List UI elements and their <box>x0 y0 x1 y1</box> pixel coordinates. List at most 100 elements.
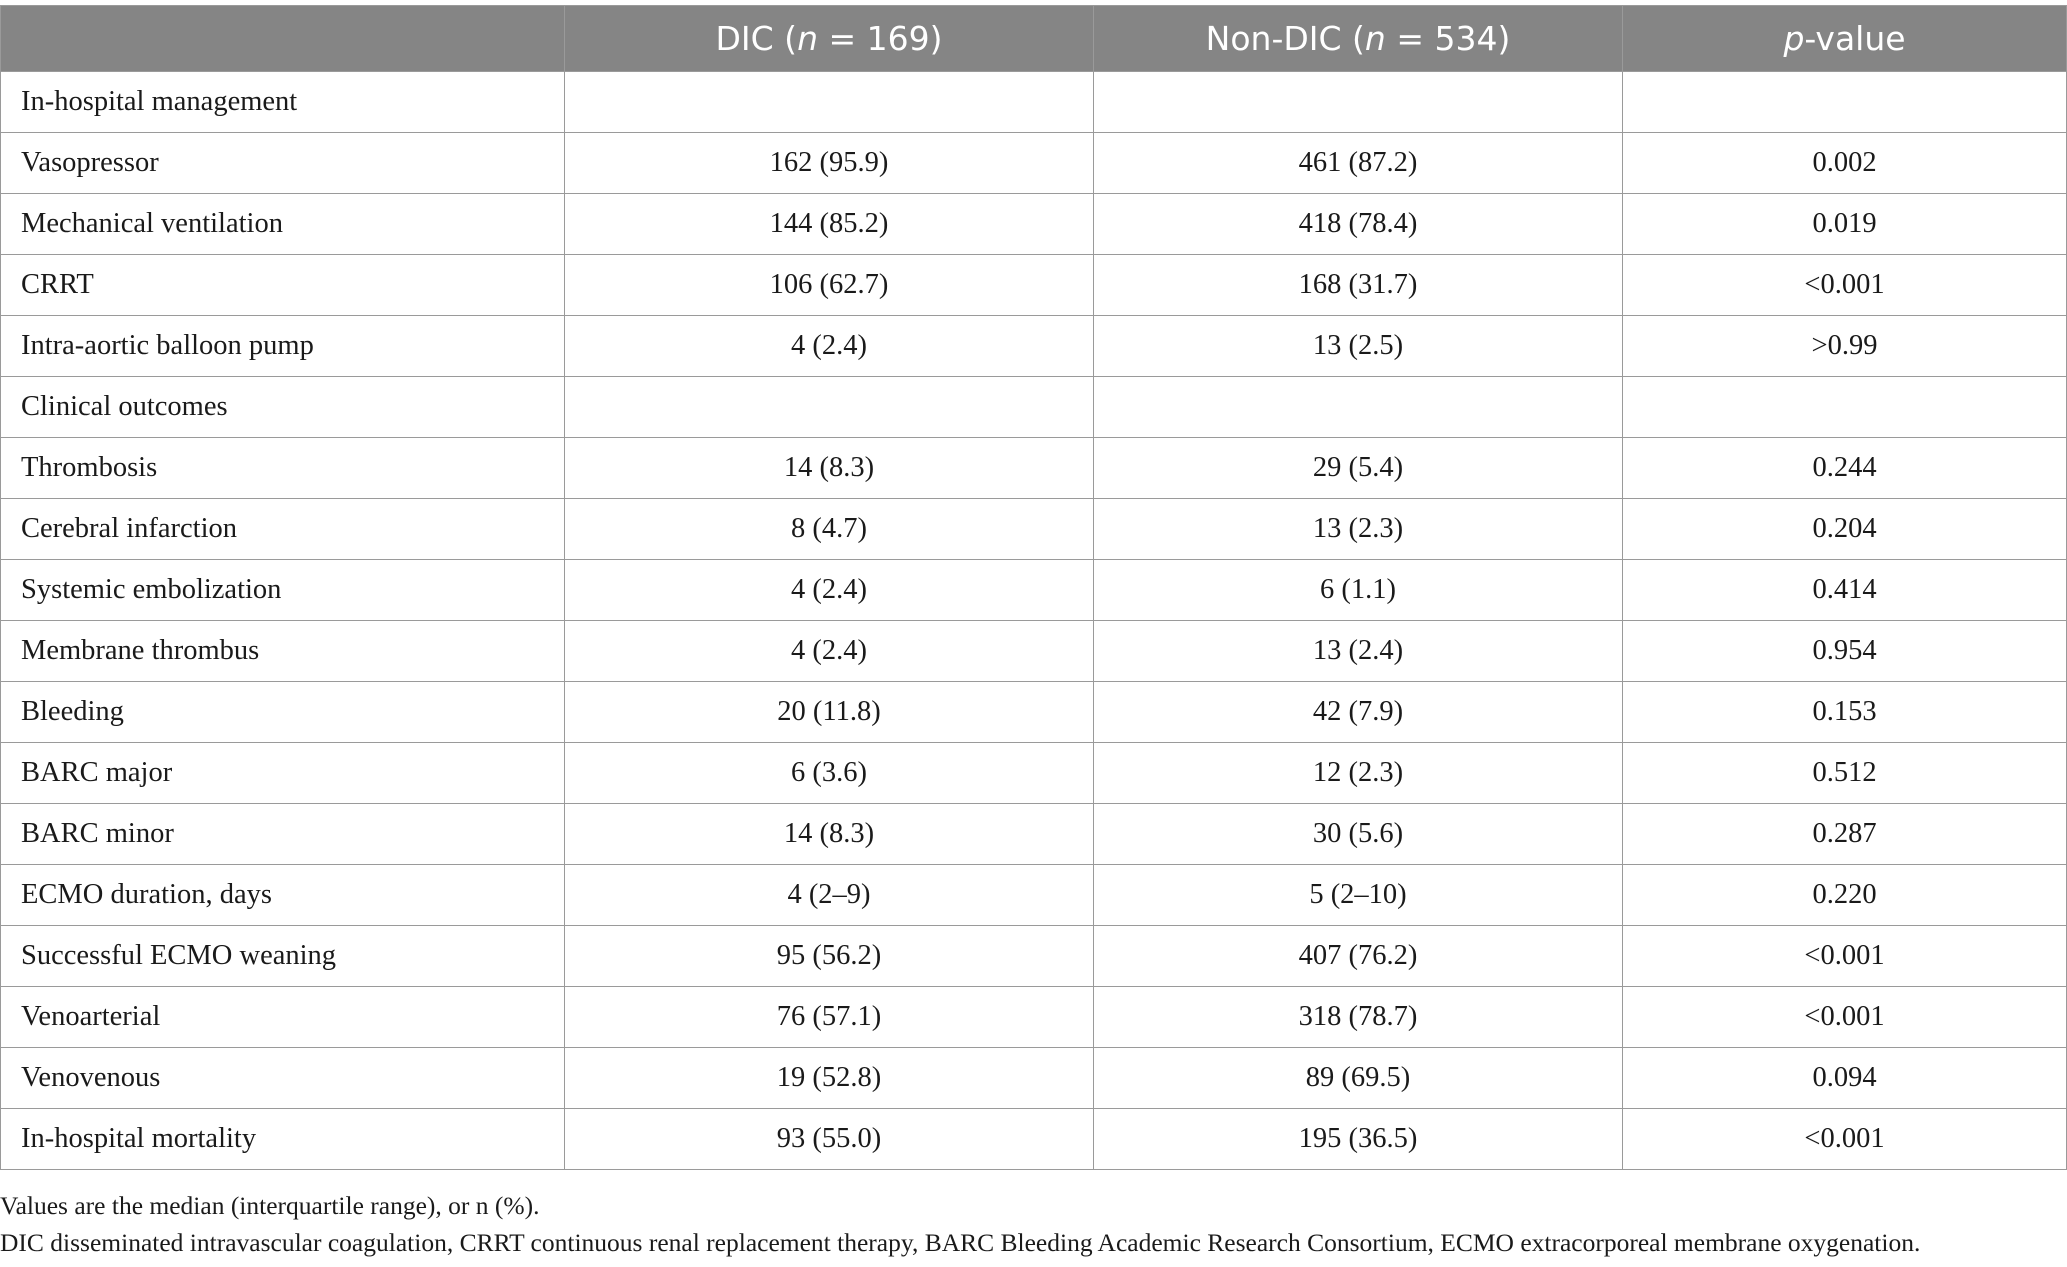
row-label: In-hospital management <box>0 71 565 133</box>
nondic-value: 13 (2.3) <box>1093 498 1623 560</box>
table-row: Bleeding 20 (11.8) 42 (7.9) 0.153 <box>0 681 2067 743</box>
dic-value: 162 (95.9) <box>564 132 1094 194</box>
row-label: CRRT <box>0 254 565 316</box>
p-value: 0.287 <box>1622 803 2067 865</box>
header-nondic-pre: Non-DIC ( <box>1205 19 1365 58</box>
table-row: Clinical outcomes <box>0 376 2067 438</box>
row-label: Intra-aortic balloon pump <box>0 315 565 377</box>
nondic-value: 461 (87.2) <box>1093 132 1623 194</box>
dic-value: 19 (52.8) <box>564 1047 1094 1109</box>
header-variable <box>0 5 565 72</box>
p-value: 0.220 <box>1622 864 2067 926</box>
dic-value: 4 (2–9) <box>564 864 1094 926</box>
p-value: >0.99 <box>1622 315 2067 377</box>
row-label: BARC minor <box>0 803 565 865</box>
nondic-value <box>1093 376 1623 438</box>
nondic-value: 195 (36.5) <box>1093 1108 1623 1170</box>
dic-value: 4 (2.4) <box>564 620 1094 682</box>
p-value: 0.414 <box>1622 559 2067 621</box>
dic-value <box>564 71 1094 133</box>
table-row: BARC major 6 (3.6) 12 (2.3) 0.512 <box>0 742 2067 804</box>
table-row: Vasopressor 162 (95.9) 461 (87.2) 0.002 <box>0 132 2067 194</box>
table-row: In-hospital management <box>0 71 2067 133</box>
p-value: <0.001 <box>1622 254 2067 316</box>
table-row: ECMO duration, days 4 (2–9) 5 (2–10) 0.220 <box>0 864 2067 926</box>
table-row: CRRT 106 (62.7) 168 (31.7) <0.001 <box>0 254 2067 316</box>
header-nondic: Non-DIC (n = 534) <box>1093 5 1623 72</box>
nondic-value: 29 (5.4) <box>1093 437 1623 499</box>
row-label: Venoarterial <box>0 986 565 1048</box>
nondic-value: 318 (78.7) <box>1093 986 1623 1048</box>
nondic-value: 13 (2.4) <box>1093 620 1623 682</box>
nondic-value: 407 (76.2) <box>1093 925 1623 987</box>
p-value: 0.019 <box>1622 193 2067 255</box>
row-label: Systemic embolization <box>0 559 565 621</box>
dic-value: 6 (3.6) <box>564 742 1094 804</box>
dic-value: 8 (4.7) <box>564 498 1094 560</box>
footnote-abbreviations: DIC disseminated intravascular coagulati… <box>0 1228 1921 1257</box>
table-row: In-hospital mortality 93 (55.0) 195 (36.5)… <box>0 1108 2067 1170</box>
nondic-value <box>1093 71 1623 133</box>
nondic-value: 42 (7.9) <box>1093 681 1623 743</box>
dic-value <box>564 376 1094 438</box>
nondic-value: 418 (78.4) <box>1093 193 1623 255</box>
row-label: BARC major <box>0 742 565 804</box>
table-header: DIC (n = 169) Non-DIC (n = 534) p-value <box>0 5 2067 72</box>
dic-value: 20 (11.8) <box>564 681 1094 743</box>
dic-value: 76 (57.1) <box>564 986 1094 1048</box>
p-value <box>1622 71 2067 133</box>
table-row: Successful ECMO weaning 95 (56.2) 407 (76.… <box>0 925 2067 987</box>
row-label: ECMO duration, days <box>0 864 565 926</box>
nondic-value: 6 (1.1) <box>1093 559 1623 621</box>
dic-value: 95 (56.2) <box>564 925 1094 987</box>
p-value: 0.204 <box>1622 498 2067 560</box>
p-value: 0.094 <box>1622 1047 2067 1109</box>
nondic-value: 13 (2.5) <box>1093 315 1623 377</box>
p-value: 0.002 <box>1622 132 2067 194</box>
row-label: Bleeding <box>0 681 565 743</box>
p-value: 0.954 <box>1622 620 2067 682</box>
table-row: Intra-aortic balloon pump 4 (2.4) 13 (2.5)… <box>0 315 2067 377</box>
header-dic: DIC (n = 169) <box>564 5 1094 72</box>
results-table: DIC (n = 169) Non-DIC (n = 534) p-value … <box>0 5 2067 1170</box>
table-container: DIC (n = 169) Non-DIC (n = 534) p-value … <box>0 5 2067 1170</box>
table-row: Membrane thrombus 4 (2.4) 13 (2.4) 0.954 <box>0 620 2067 682</box>
dic-value: 106 (62.7) <box>564 254 1094 316</box>
table-row: Venovenous 19 (52.8) 89 (69.5) 0.094 <box>0 1047 2067 1109</box>
table-row: Mechanical ventilation 144 (85.2) 418 (78.… <box>0 193 2067 255</box>
table-row: BARC minor 14 (8.3) 30 (5.6) 0.287 <box>0 803 2067 865</box>
header-nondic-post: = 534) <box>1385 19 1511 58</box>
row-label: Mechanical ventilation <box>0 193 565 255</box>
nondic-value: 89 (69.5) <box>1093 1047 1623 1109</box>
table-row: Venoarterial 76 (57.1) 318 (78.7) <0.001 <box>0 986 2067 1048</box>
p-value: 0.244 <box>1622 437 2067 499</box>
table-footnotes: Values are the median (interquartile ran… <box>0 1187 1920 1261</box>
row-label: Successful ECMO weaning <box>0 925 565 987</box>
row-label: In-hospital mortality <box>0 1108 565 1170</box>
dic-value: 93 (55.0) <box>564 1108 1094 1170</box>
row-label: Clinical outcomes <box>0 376 565 438</box>
header-row: DIC (n = 169) Non-DIC (n = 534) p-value <box>0 5 2067 72</box>
dic-value: 14 (8.3) <box>564 437 1094 499</box>
header-pvalue-p: p <box>1783 19 1805 58</box>
p-value: <0.001 <box>1622 1108 2067 1170</box>
p-value: <0.001 <box>1622 925 2067 987</box>
nondic-value: 5 (2–10) <box>1093 864 1623 926</box>
row-label: Vasopressor <box>0 132 565 194</box>
nondic-value: 168 (31.7) <box>1093 254 1623 316</box>
row-label: Cerebral infarction <box>0 498 565 560</box>
header-dic-n: n <box>797 19 818 58</box>
table-row: Thrombosis 14 (8.3) 29 (5.4) 0.244 <box>0 437 2067 499</box>
header-pvalue-post: -value <box>1804 19 1906 58</box>
header-nondic-n: n <box>1364 19 1386 58</box>
header-pvalue: p-value <box>1622 5 2067 72</box>
row-label: Membrane thrombus <box>0 620 565 682</box>
header-dic-pre: DIC ( <box>715 19 798 58</box>
table-row: Systemic embolization 4 (2.4) 6 (1.1) 0.414 <box>0 559 2067 621</box>
dic-value: 14 (8.3) <box>564 803 1094 865</box>
p-value: 0.512 <box>1622 742 2067 804</box>
nondic-value: 30 (5.6) <box>1093 803 1623 865</box>
p-value: 0.153 <box>1622 681 2067 743</box>
row-label: Thrombosis <box>0 437 565 499</box>
dic-value: 144 (85.2) <box>564 193 1094 255</box>
